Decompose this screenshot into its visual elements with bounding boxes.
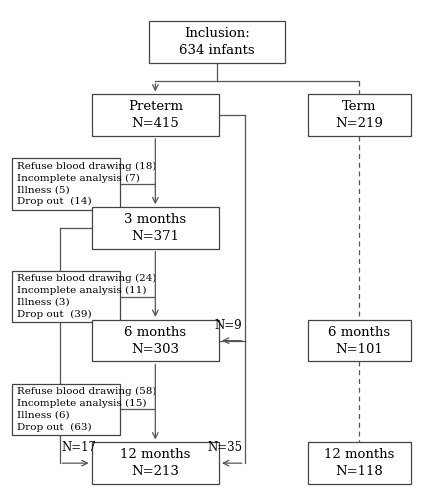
Text: N=17: N=17 — [62, 442, 97, 454]
Text: 12 months
N=213: 12 months N=213 — [120, 448, 191, 478]
FancyBboxPatch shape — [309, 320, 411, 362]
Text: Inclusion:
634 infants: Inclusion: 634 infants — [179, 26, 255, 56]
FancyBboxPatch shape — [92, 320, 219, 362]
FancyBboxPatch shape — [92, 442, 219, 484]
Text: Refuse blood drawing (18)
Incomplete analysis (7)
Illness (5)
Drop out  (14): Refuse blood drawing (18) Incomplete ana… — [17, 162, 156, 206]
Text: Term
N=219: Term N=219 — [335, 100, 383, 130]
Text: 3 months
N=371: 3 months N=371 — [124, 213, 186, 243]
Text: 6 months
N=101: 6 months N=101 — [329, 326, 391, 356]
Text: N=9: N=9 — [215, 319, 243, 332]
Text: 12 months
N=118: 12 months N=118 — [324, 448, 395, 478]
Text: N=35: N=35 — [207, 442, 243, 454]
FancyBboxPatch shape — [309, 442, 411, 484]
FancyBboxPatch shape — [12, 271, 120, 322]
Text: Preterm
N=415: Preterm N=415 — [128, 100, 183, 130]
FancyBboxPatch shape — [12, 158, 120, 210]
FancyBboxPatch shape — [12, 384, 120, 435]
Text: Refuse blood drawing (24)
Incomplete analysis (11)
Illness (3)
Drop out  (39): Refuse blood drawing (24) Incomplete ana… — [17, 274, 156, 319]
FancyBboxPatch shape — [309, 94, 411, 136]
FancyBboxPatch shape — [149, 21, 285, 62]
Text: 6 months
N=303: 6 months N=303 — [124, 326, 186, 356]
Text: Refuse blood drawing (58)
Incomplete analysis (15)
Illness (6)
Drop out  (63): Refuse blood drawing (58) Incomplete ana… — [17, 387, 156, 432]
FancyBboxPatch shape — [92, 94, 219, 136]
FancyBboxPatch shape — [92, 207, 219, 249]
